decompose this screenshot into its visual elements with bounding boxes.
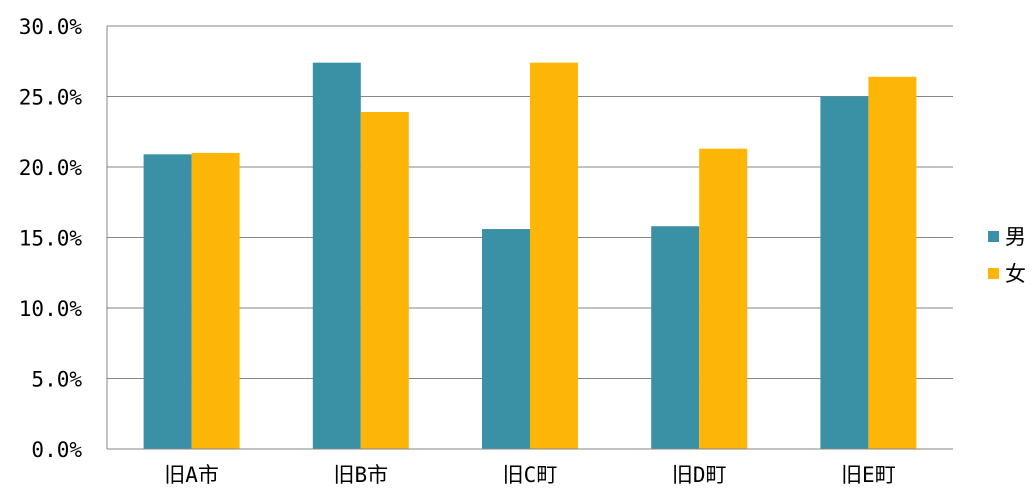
y-tick-label: 30.0% bbox=[19, 15, 83, 39]
bar-male bbox=[143, 154, 192, 449]
bar-female bbox=[699, 148, 748, 450]
bar-male bbox=[820, 96, 869, 449]
x-tick-label: 旧B市 bbox=[333, 463, 388, 487]
legend-label: 男 bbox=[1005, 225, 1026, 249]
y-tick-label: 20.0% bbox=[19, 156, 83, 180]
x-tick-labels: 旧A市 旧B市 旧C町 旧D町 旧E町 bbox=[164, 463, 895, 487]
axes bbox=[106, 26, 953, 450]
bar-female bbox=[191, 152, 240, 449]
bar-male bbox=[312, 62, 361, 449]
y-tick-label: 10.0% bbox=[19, 297, 83, 321]
legend-swatch bbox=[988, 268, 999, 279]
x-tick-label: 旧A市 bbox=[164, 463, 219, 487]
y-tick-labels: 0.0% 5.0% 10.0% 15.0% 20.0% 25.0% 30.0% bbox=[19, 15, 83, 462]
y-tick-label: 25.0% bbox=[19, 86, 83, 110]
y-tick-label: 0.0% bbox=[31, 438, 82, 462]
legend-swatch bbox=[988, 231, 999, 242]
x-tick-label: 旧E町 bbox=[841, 463, 896, 487]
x-tick-label: 旧D町 bbox=[672, 463, 727, 487]
y-tick-label: 5.0% bbox=[31, 368, 82, 392]
bars bbox=[143, 62, 917, 450]
legend-label: 女 bbox=[1005, 262, 1026, 286]
bar-female bbox=[868, 76, 917, 449]
bar-male bbox=[482, 229, 530, 449]
bar-male bbox=[651, 226, 700, 449]
legend: 男女 bbox=[988, 225, 1026, 286]
y-tick-label: 15.0% bbox=[19, 227, 83, 251]
bar-female bbox=[530, 62, 578, 449]
bar-female bbox=[360, 112, 409, 449]
x-tick-label: 旧C町 bbox=[503, 463, 558, 487]
